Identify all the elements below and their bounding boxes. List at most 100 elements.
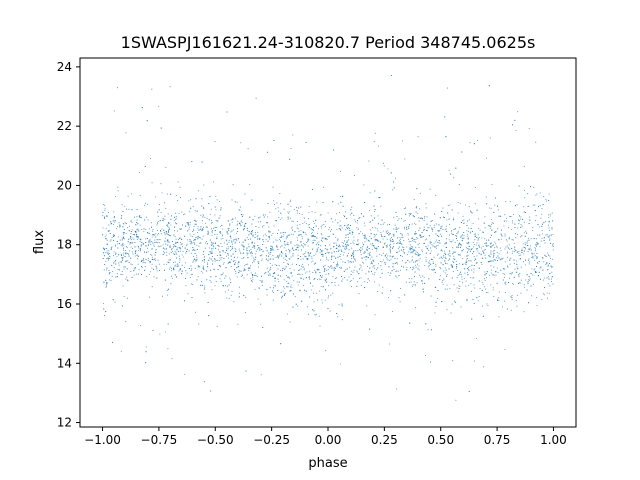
data-point <box>432 262 434 265</box>
data-point <box>528 127 530 130</box>
data-point <box>181 243 183 245</box>
data-point <box>523 211 525 213</box>
data-point <box>282 253 284 255</box>
data-point <box>344 216 346 218</box>
data-point <box>115 228 117 230</box>
data-point <box>485 273 487 275</box>
data-point <box>315 253 317 255</box>
data-point <box>279 232 282 234</box>
data-point <box>462 238 464 240</box>
data-point <box>432 245 434 247</box>
data-point <box>201 161 203 163</box>
data-point <box>164 202 166 204</box>
data-point <box>336 247 338 249</box>
data-point <box>490 225 492 227</box>
data-point <box>184 262 186 264</box>
data-point <box>158 242 160 244</box>
data-point <box>319 325 321 327</box>
data-point <box>188 228 190 230</box>
data-point <box>241 221 243 224</box>
data-point <box>269 273 271 275</box>
data-point <box>371 256 373 258</box>
data-point <box>168 259 170 261</box>
data-point <box>352 254 354 256</box>
data-point <box>132 247 134 250</box>
data-point <box>319 272 321 274</box>
data-point <box>189 224 191 226</box>
data-point <box>305 241 308 244</box>
data-point <box>167 239 169 241</box>
data-point <box>493 295 495 298</box>
data-point <box>360 231 362 233</box>
data-point <box>466 272 468 274</box>
data-point <box>479 288 481 290</box>
data-point <box>527 245 529 247</box>
data-point <box>534 248 537 250</box>
data-point <box>321 277 323 279</box>
data-point <box>413 241 415 243</box>
data-point <box>335 236 337 239</box>
data-point <box>513 242 515 245</box>
data-point <box>263 224 265 227</box>
data-point <box>347 224 349 226</box>
data-point <box>220 274 222 276</box>
data-point <box>131 251 133 253</box>
data-point <box>226 249 228 251</box>
data-point <box>250 232 252 234</box>
data-point <box>468 270 470 272</box>
data-point <box>168 241 170 243</box>
data-point <box>141 267 143 269</box>
data-point <box>252 219 254 221</box>
data-point <box>519 218 521 220</box>
data-point <box>508 238 510 240</box>
data-point <box>109 272 111 274</box>
data-point <box>322 254 324 256</box>
data-point <box>467 247 469 250</box>
data-point <box>292 253 294 255</box>
data-point <box>434 224 436 226</box>
data-point <box>408 251 410 253</box>
data-point <box>509 201 511 203</box>
data-point <box>440 226 442 228</box>
data-point <box>337 238 339 240</box>
data-point <box>373 245 375 247</box>
data-point <box>502 279 504 281</box>
data-point <box>395 226 397 228</box>
data-point <box>447 259 449 261</box>
data-point <box>358 293 360 295</box>
data-point <box>439 217 441 219</box>
data-point <box>485 277 488 279</box>
data-point <box>245 263 247 266</box>
data-point <box>510 309 512 311</box>
data-point <box>350 242 352 244</box>
data-point <box>473 302 475 304</box>
data-point <box>484 243 486 245</box>
data-point <box>169 266 171 268</box>
data-point <box>201 238 203 240</box>
data-point <box>390 241 392 243</box>
data-point <box>396 263 399 265</box>
data-point <box>541 257 544 259</box>
data-point <box>313 279 315 281</box>
data-point <box>381 219 383 221</box>
data-point <box>495 271 497 273</box>
data-point <box>550 278 553 280</box>
data-point <box>431 243 433 245</box>
data-point <box>465 285 467 287</box>
data-point <box>268 230 270 232</box>
data-point <box>118 254 120 256</box>
data-point <box>411 269 413 271</box>
data-point <box>468 227 470 229</box>
data-point <box>495 243 497 245</box>
data-point <box>143 204 146 206</box>
data-point <box>552 258 554 260</box>
data-point <box>311 235 313 237</box>
data-point <box>404 219 406 221</box>
data-point <box>112 239 115 241</box>
data-point <box>474 235 476 237</box>
data-point <box>206 266 209 268</box>
data-point <box>423 230 425 232</box>
data-point <box>251 242 253 244</box>
data-point <box>307 238 309 240</box>
data-point <box>180 228 182 230</box>
